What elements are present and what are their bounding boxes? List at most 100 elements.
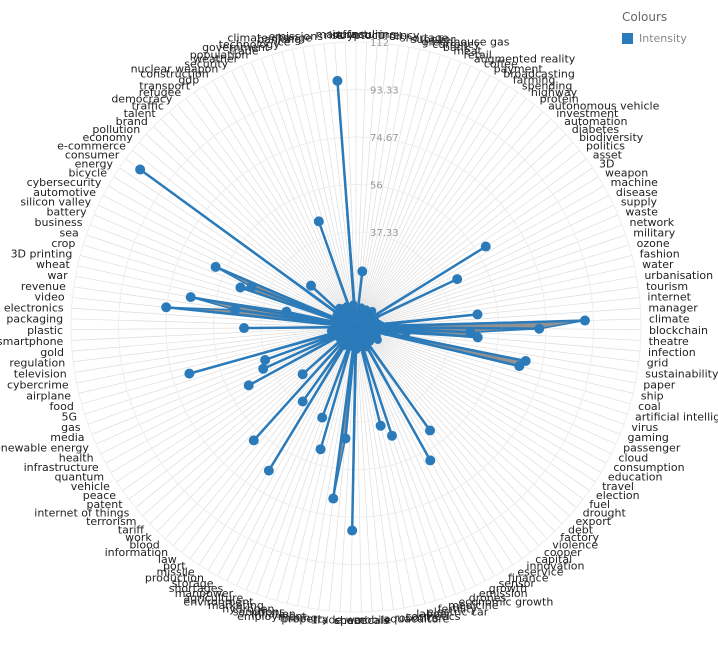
data-point[interactable] (184, 368, 195, 379)
category-label: e-commerce (57, 140, 126, 153)
category-label: infra (332, 28, 357, 41)
data-point[interactable] (281, 306, 292, 317)
category-label: pollution (92, 123, 140, 136)
category-label: manager (648, 302, 698, 315)
data-point[interactable] (332, 75, 343, 86)
data-point[interactable] (534, 323, 545, 334)
data-point[interactable] (514, 361, 525, 372)
category-label: supplier (411, 33, 456, 46)
category-label: property (281, 613, 329, 626)
data-point[interactable] (246, 281, 257, 292)
data-point[interactable] (230, 304, 241, 315)
category-label: internet (647, 291, 691, 304)
data-point[interactable] (248, 435, 259, 446)
category-label: weather (193, 53, 239, 66)
category-label: wheat (36, 258, 70, 271)
category-label: 3D (599, 157, 614, 170)
data-point[interactable] (425, 455, 436, 466)
category-label: mining (280, 611, 318, 624)
category-label: construction (140, 68, 208, 81)
data-point[interactable] (235, 282, 246, 293)
category-label: coal (638, 400, 661, 413)
category-label: risk (324, 29, 344, 42)
category-label: sea (59, 226, 78, 239)
category-label: energy (75, 157, 114, 170)
data-point[interactable] (465, 327, 476, 338)
data-point[interactable] (349, 300, 358, 309)
data-point[interactable] (263, 465, 274, 476)
category-label: consumer (65, 148, 120, 161)
category-label: innovation (526, 559, 584, 572)
data-point[interactable] (347, 525, 358, 536)
category-label: vehicle (71, 480, 110, 493)
category-label: renewable energy (0, 441, 89, 454)
category-label: highway (531, 86, 578, 99)
legend: Colours Intensity (622, 10, 687, 45)
data-point[interactable] (377, 321, 386, 330)
data-point[interactable] (306, 280, 317, 291)
category-label: labour (416, 608, 451, 621)
data-point[interactable] (258, 363, 269, 374)
category-label: traffic (132, 100, 164, 113)
data-point[interactable] (402, 329, 411, 338)
data-point[interactable] (210, 261, 221, 272)
data-point[interactable] (239, 323, 250, 334)
data-point[interactable] (480, 241, 491, 252)
category-label: plastic (27, 324, 63, 337)
category-label: video (35, 291, 65, 304)
data-point[interactable] (472, 332, 483, 343)
data-point[interactable] (185, 292, 196, 303)
data-point[interactable] (364, 320, 373, 329)
category-label: manpower (175, 587, 234, 600)
data-point[interactable] (297, 369, 308, 380)
data-point[interactable] (382, 327, 391, 336)
category-label: protein (540, 93, 579, 106)
category-label: climate change (227, 31, 312, 44)
tick-label: 112 (370, 38, 389, 49)
legend-item-intensity[interactable]: Intensity (622, 32, 687, 45)
series-line (252, 326, 357, 442)
series-line (267, 326, 358, 472)
category-label: electronics (4, 302, 64, 315)
category-label: paper (643, 378, 675, 391)
category-label: environment (183, 595, 254, 608)
data-point[interactable] (357, 266, 368, 277)
data-point[interactable] (315, 444, 326, 455)
data-point[interactable] (340, 433, 351, 444)
data-point[interactable] (579, 315, 590, 326)
data-point[interactable] (425, 425, 436, 436)
category-label: brand (116, 115, 148, 128)
category-label: machine (611, 176, 659, 189)
category-label: 5G (61, 410, 77, 423)
tick-label: 74.67 (370, 133, 399, 144)
data-point[interactable] (260, 354, 271, 365)
data-point[interactable] (297, 396, 308, 407)
category-label: diabetes (572, 123, 620, 136)
category-label: airplane (26, 389, 71, 402)
data-point[interactable] (351, 307, 360, 316)
category-label: cloud (618, 451, 648, 464)
category-label: automation (564, 115, 627, 128)
category-label: agriculture (184, 591, 244, 604)
data-point[interactable] (161, 302, 172, 313)
category-label: election (596, 489, 640, 502)
data-point[interactable] (472, 309, 483, 320)
data-point[interactable] (452, 274, 463, 285)
category-label: revenue (21, 280, 66, 293)
data-point[interactable] (243, 380, 254, 391)
data-point[interactable] (313, 216, 324, 227)
category-label: terrorism (86, 515, 136, 528)
category-label: 3D printing (11, 247, 73, 260)
category-label: refugee (139, 86, 182, 99)
tick-labels: 112 93.33 74.67 56 37.33 (370, 38, 399, 239)
category-label: disease (616, 186, 658, 199)
data-point[interactable] (135, 164, 146, 175)
data-point[interactable] (317, 412, 328, 423)
category-label: sensor (499, 577, 536, 590)
category-label: greenhouse gas (422, 35, 510, 48)
data-point[interactable] (375, 420, 386, 431)
category-label: grid (647, 357, 669, 370)
data-point[interactable] (328, 493, 339, 504)
category-label: robotics (394, 611, 438, 624)
data-point[interactable] (386, 430, 397, 441)
